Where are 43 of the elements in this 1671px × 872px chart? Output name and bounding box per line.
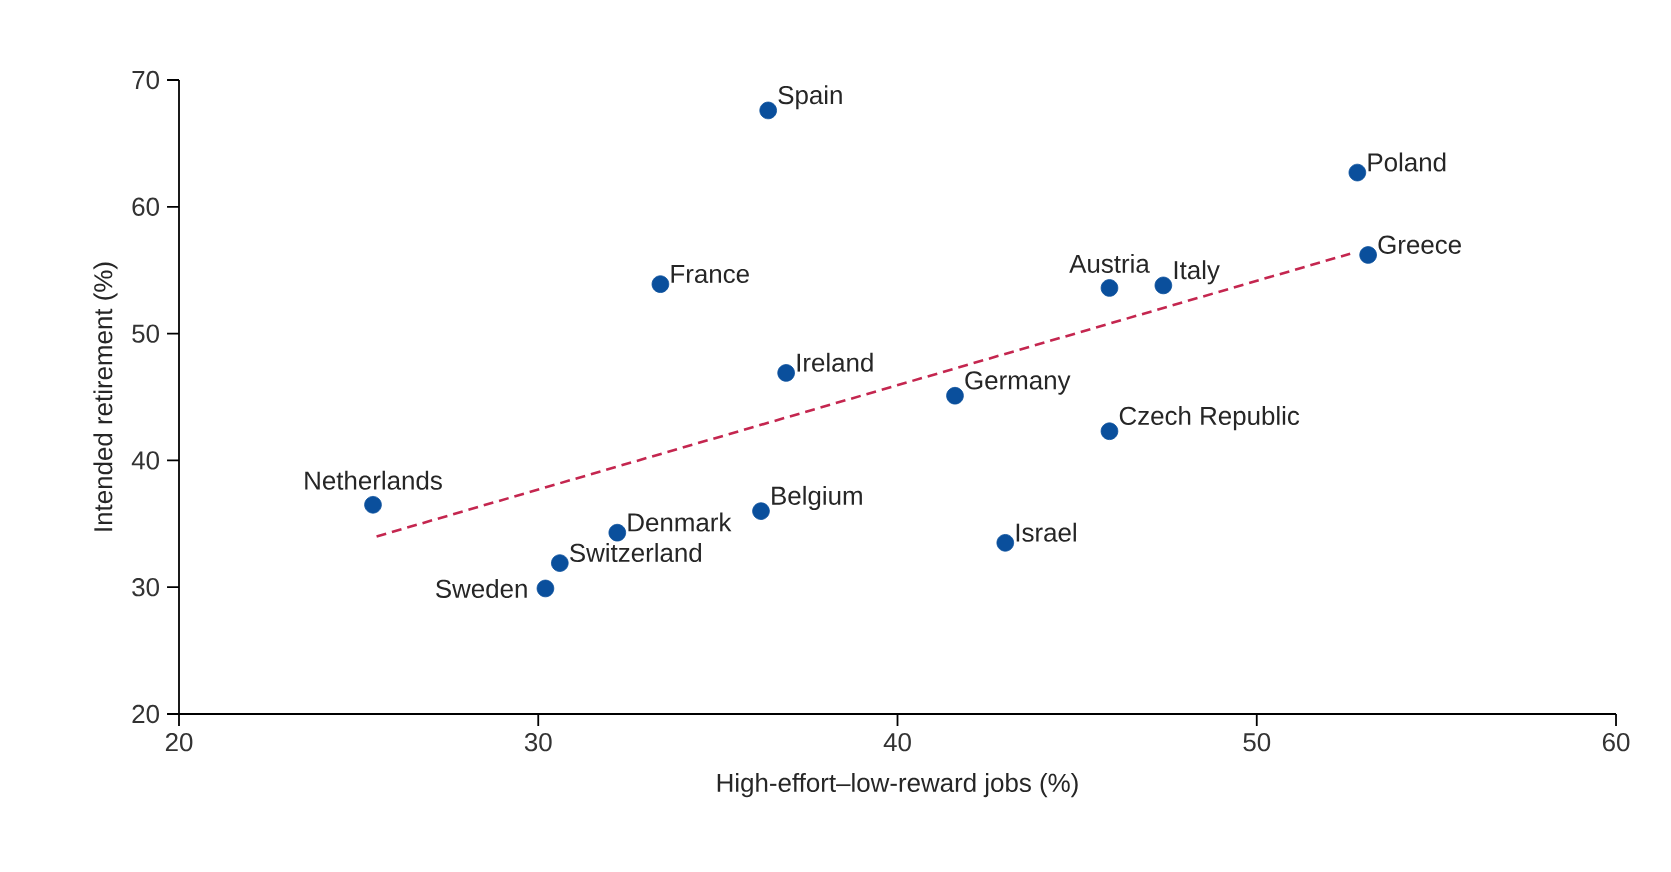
point	[777, 364, 795, 382]
x-tick-label: 50	[1243, 732, 1271, 752]
point	[752, 502, 770, 520]
point	[996, 534, 1015, 552]
x-tick-label: 20	[165, 732, 193, 752]
annotation: Italy	[1174, 260, 1220, 285]
point	[1348, 163, 1367, 182]
y-tick-label: 40	[131, 451, 159, 470]
point	[1100, 279, 1119, 297]
y-axis-title: Intended retirement (%)	[93, 262, 118, 531]
annotation: Spain	[778, 85, 842, 110]
point	[608, 523, 627, 542]
y-tick-label: 20	[132, 704, 159, 724]
x-tick-label: 30	[524, 732, 552, 752]
annotation: Switzerland	[570, 543, 702, 563]
annotation: Netherlands	[305, 470, 442, 490]
y-tick-label: 70	[132, 70, 159, 90]
annotation: France	[671, 265, 749, 284]
annotation: Germany	[965, 371, 1071, 395]
point	[1100, 422, 1119, 440]
y-tick-label: 50	[132, 324, 159, 343]
x-tick-label: 60	[1602, 732, 1630, 752]
point	[364, 496, 382, 514]
annotation: Austria	[1069, 253, 1150, 273]
annotation: Poland	[1368, 152, 1446, 172]
point	[651, 275, 670, 293]
annotation: Sweden	[436, 578, 527, 598]
point	[1154, 276, 1173, 295]
annotation: Belgium	[772, 485, 862, 511]
x-axis-title: High-effort–low-reward jobs (%)	[717, 772, 1078, 798]
point	[551, 554, 569, 572]
point	[759, 101, 777, 120]
annotation: Ireland	[797, 352, 873, 372]
point	[536, 579, 555, 598]
x-tick-label: 40	[883, 732, 911, 752]
point	[1359, 246, 1377, 264]
y-tick-label: 30	[132, 578, 159, 597]
y-tick-label: 60	[132, 197, 159, 216]
annotation: Denmark	[628, 512, 732, 532]
annotation: Czech Republic	[1119, 406, 1300, 431]
annotation: Greece	[1378, 235, 1461, 254]
point	[946, 386, 964, 405]
annotation: Israel	[1016, 522, 1076, 542]
